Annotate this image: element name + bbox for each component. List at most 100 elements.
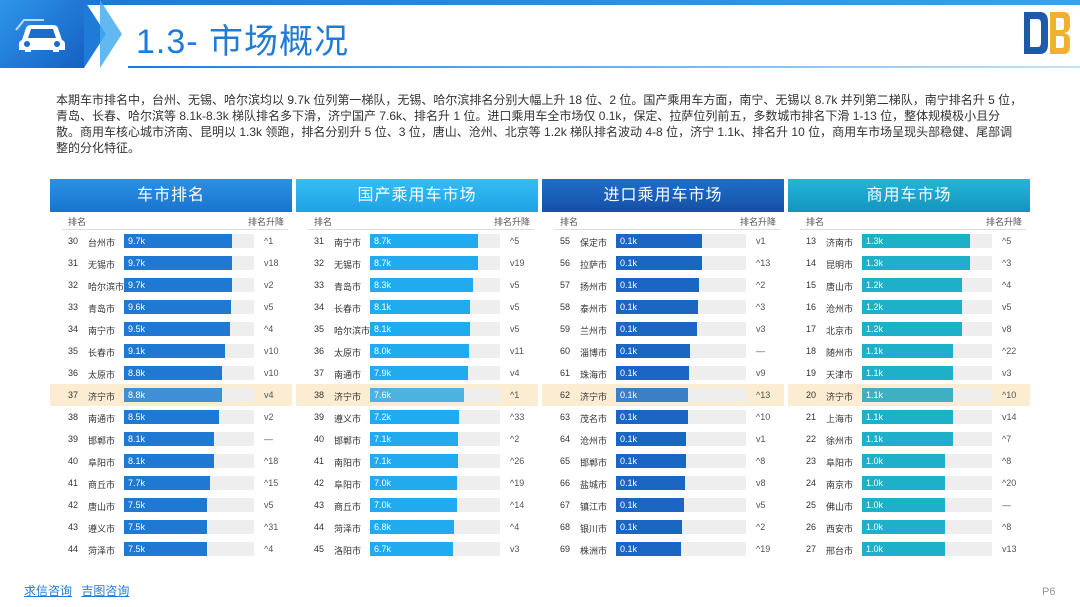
city-name: 南京市 — [826, 480, 854, 490]
rank-number: 36 — [314, 346, 325, 356]
divider — [800, 229, 1026, 230]
header-underline — [128, 66, 1080, 68]
rank-change: v13 — [1002, 544, 1017, 554]
value-label: 1.1k — [866, 390, 884, 400]
rank-number: 32 — [68, 280, 79, 290]
value-bar: 0.1k — [616, 234, 702, 248]
value-bar: 0.1k — [616, 520, 682, 534]
ranking-row: 44 菏泽市 7.5k ^4 — [50, 538, 292, 560]
value-bar: 9.5k — [124, 322, 230, 336]
ranking-row: 31 无锡市 9.7k v18 — [50, 252, 292, 274]
ranking-row: 43 商丘市 7.0k ^14 — [296, 494, 538, 516]
value-label: 8.1k — [374, 302, 392, 312]
bar-track: 0.1k — [616, 520, 746, 534]
rank-change: v2 — [264, 280, 274, 290]
rank-number: 44 — [314, 522, 325, 532]
value-bar: 0.1k — [616, 498, 684, 512]
city-name: 济宁市 — [88, 392, 116, 402]
city-name: 盐城市 — [580, 480, 608, 490]
rank-number: 42 — [314, 478, 325, 488]
value-label: 0.1k — [620, 280, 638, 290]
value-bar: 6.7k — [370, 542, 453, 556]
bar-track: 7.6k — [370, 388, 500, 402]
col-rank-label: 排名 — [560, 217, 579, 227]
city-name: 遵义市 — [88, 524, 116, 534]
bar-track: 0.1k — [616, 476, 746, 490]
value-bar: 0.1k — [616, 366, 689, 380]
value-label: 0.1k — [620, 500, 638, 510]
footer-link-qiuxin[interactable]: 求信咨询 — [24, 584, 73, 598]
value-label: 1.3k — [866, 236, 884, 246]
ranking-row: 67 镇江市 0.1k v5 — [542, 494, 784, 516]
bar-track: 9.6k — [124, 300, 254, 314]
value-bar: 8.1k — [370, 322, 470, 336]
ranking-row: 55 保定市 0.1k v1 — [542, 230, 784, 252]
city-name: 遵义市 — [334, 414, 362, 424]
rank-change: ^33 — [510, 412, 525, 422]
divider — [62, 229, 288, 230]
bar-track: 8.3k — [370, 278, 500, 292]
value-bar: 0.1k — [616, 410, 688, 424]
footer-link-jitu[interactable]: 吉图咨询 — [81, 584, 130, 598]
rank-change: ^2 — [756, 522, 766, 532]
value-bar: 7.5k — [124, 498, 207, 512]
value-label: 7.5k — [128, 522, 146, 532]
rank-change: ^2 — [510, 434, 520, 444]
rank-change: v8 — [756, 478, 766, 488]
value-bar: 1.0k — [862, 454, 945, 468]
ranking-row: 18 随州市 1.1k ^22 — [788, 340, 1030, 362]
bar-track: 0.1k — [616, 322, 746, 336]
value-bar: 1.3k — [862, 256, 970, 270]
ranking-row: 58 泰州市 0.1k ^3 — [542, 296, 784, 318]
value-label: 8.7k — [374, 236, 392, 246]
city-name: 上海市 — [826, 414, 854, 424]
city-name: 银川市 — [580, 524, 608, 534]
bar-track: 0.1k — [616, 278, 746, 292]
value-label: 9.6k — [128, 302, 146, 312]
bar-track: 8.1k — [370, 322, 500, 336]
value-bar: 8.8k — [124, 388, 222, 402]
rank-change: v5 — [264, 500, 274, 510]
value-label: 0.1k — [620, 302, 638, 312]
column-header: 排名 排名升降 — [542, 212, 784, 230]
rank-change: v4 — [264, 390, 274, 400]
city-name: 西安市 — [826, 524, 854, 534]
rank-number: 66 — [560, 478, 571, 488]
rank-number: 30 — [68, 236, 79, 246]
city-name: 珠海市 — [580, 370, 608, 380]
ranking-row: 13 济南市 1.3k ^5 — [788, 230, 1030, 252]
column-header: 排名 排名升降 — [50, 212, 292, 230]
value-label: 0.1k — [620, 544, 638, 554]
bar-track: 8.8k — [124, 388, 254, 402]
value-label: 0.1k — [620, 324, 638, 334]
rank-number: 33 — [68, 302, 79, 312]
col-change-label: 排名升降 — [247, 217, 284, 227]
value-label: 9.1k — [128, 346, 146, 356]
value-bar: 0.1k — [616, 322, 697, 336]
value-bar: 9.7k — [124, 256, 232, 270]
ranking-row: 14 昆明市 1.3k ^3 — [788, 252, 1030, 274]
ranking-row: 44 菏泽市 6.8k ^4 — [296, 516, 538, 538]
ranking-row: 68 银川市 0.1k ^2 — [542, 516, 784, 538]
ranking-row: 43 遵义市 7.5k ^31 — [50, 516, 292, 538]
value-label: 0.1k — [620, 456, 638, 466]
bar-track: 7.5k — [124, 542, 254, 556]
value-label: 7.6k — [374, 390, 392, 400]
rank-change: ^10 — [1002, 390, 1017, 400]
value-label: 9.7k — [128, 236, 146, 246]
rank-change: ^3 — [756, 302, 766, 312]
value-label: 7.7k — [128, 478, 146, 488]
panel-import-passenger: 进口乘用车市场 排名 排名升降 55 保定市 0.1k v1 56 拉萨市 0.1k ^13 5… — [542, 179, 784, 569]
rank-change: v5 — [510, 324, 520, 334]
bar-track: 1.0k — [862, 520, 992, 534]
ranking-row: 42 阜阳市 7.0k ^19 — [296, 472, 538, 494]
header: 1.3- 市场概况 — [0, 0, 1080, 68]
ranking-row: 33 青岛市 8.3k v5 — [296, 274, 538, 296]
bar-track: 9.1k — [124, 344, 254, 358]
value-label: 8.3k — [374, 280, 392, 290]
city-name: 济南市 — [826, 238, 854, 248]
bar-track: 9.7k — [124, 234, 254, 248]
value-bar: 1.2k — [862, 278, 962, 292]
rank-number: 19 — [806, 368, 817, 378]
ranking-row: 56 拉萨市 0.1k ^13 — [542, 252, 784, 274]
